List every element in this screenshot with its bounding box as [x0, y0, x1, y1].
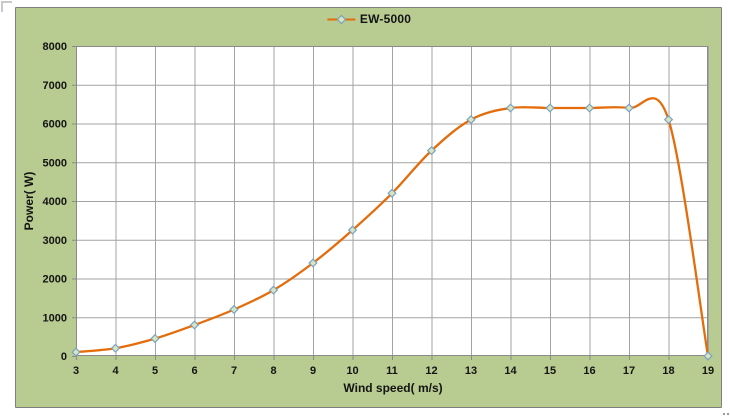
svg-text:4000: 4000	[43, 196, 67, 208]
x-tick-labels: 3 4 5 6 7 8 9 10 11 12 13 14 15 16 17 18 19	[73, 365, 714, 377]
svg-text:6000: 6000	[43, 119, 67, 131]
svg-text:5000: 5000	[43, 157, 67, 169]
svg-text:19: 19	[702, 365, 714, 377]
y-axis-title: Power( W)	[22, 171, 36, 231]
svg-text:15: 15	[544, 365, 556, 377]
svg-text:13: 13	[465, 365, 477, 377]
axis-ticks	[72, 46, 709, 360]
resize-handle-artifact	[723, 411, 729, 415]
svg-text:10: 10	[346, 365, 358, 377]
chart-area[interactable]: EW-5000 Power( W) Wind speed( m/s) 3 4 5 6 7…	[15, 7, 722, 408]
svg-text:9: 9	[310, 365, 316, 377]
gridlines	[76, 46, 709, 356]
svg-text:7: 7	[231, 365, 237, 377]
svg-text:18: 18	[662, 365, 674, 377]
legend-marker-icon	[326, 14, 355, 24]
svg-text:8: 8	[270, 365, 276, 377]
legend-series-label: EW-5000	[359, 12, 412, 26]
svg-text:2000: 2000	[43, 274, 67, 286]
svg-text:0: 0	[61, 351, 67, 363]
svg-text:14: 14	[504, 365, 517, 377]
spreadsheet-corner-artifact	[1, 1, 12, 12]
svg-text:7000: 7000	[43, 80, 67, 92]
plot-border	[76, 46, 708, 356]
y-tick-labels: 0 1000 2000 3000 4000 5000 6000 7000 8000	[43, 41, 67, 363]
power-curve-plot[interactable]: 3 4 5 6 7 8 9 10 11 12 13 14 15 16 17 18 19 0 1000 2000 3000…	[16, 8, 721, 407]
x-axis-title: Wind speed( m/s)	[343, 381, 443, 395]
svg-text:3000: 3000	[43, 235, 67, 247]
svg-text:6: 6	[191, 365, 197, 377]
svg-text:11: 11	[386, 365, 398, 377]
svg-text:12: 12	[425, 365, 437, 377]
svg-text:16: 16	[583, 365, 595, 377]
svg-text:5: 5	[152, 365, 158, 377]
svg-text:1000: 1000	[43, 312, 67, 324]
chart-legend[interactable]: EW-5000	[326, 12, 411, 26]
svg-text:17: 17	[623, 365, 635, 377]
svg-text:4: 4	[112, 365, 119, 377]
svg-text:8000: 8000	[43, 41, 67, 53]
svg-text:3: 3	[73, 365, 79, 377]
series-markers	[71, 103, 713, 361]
